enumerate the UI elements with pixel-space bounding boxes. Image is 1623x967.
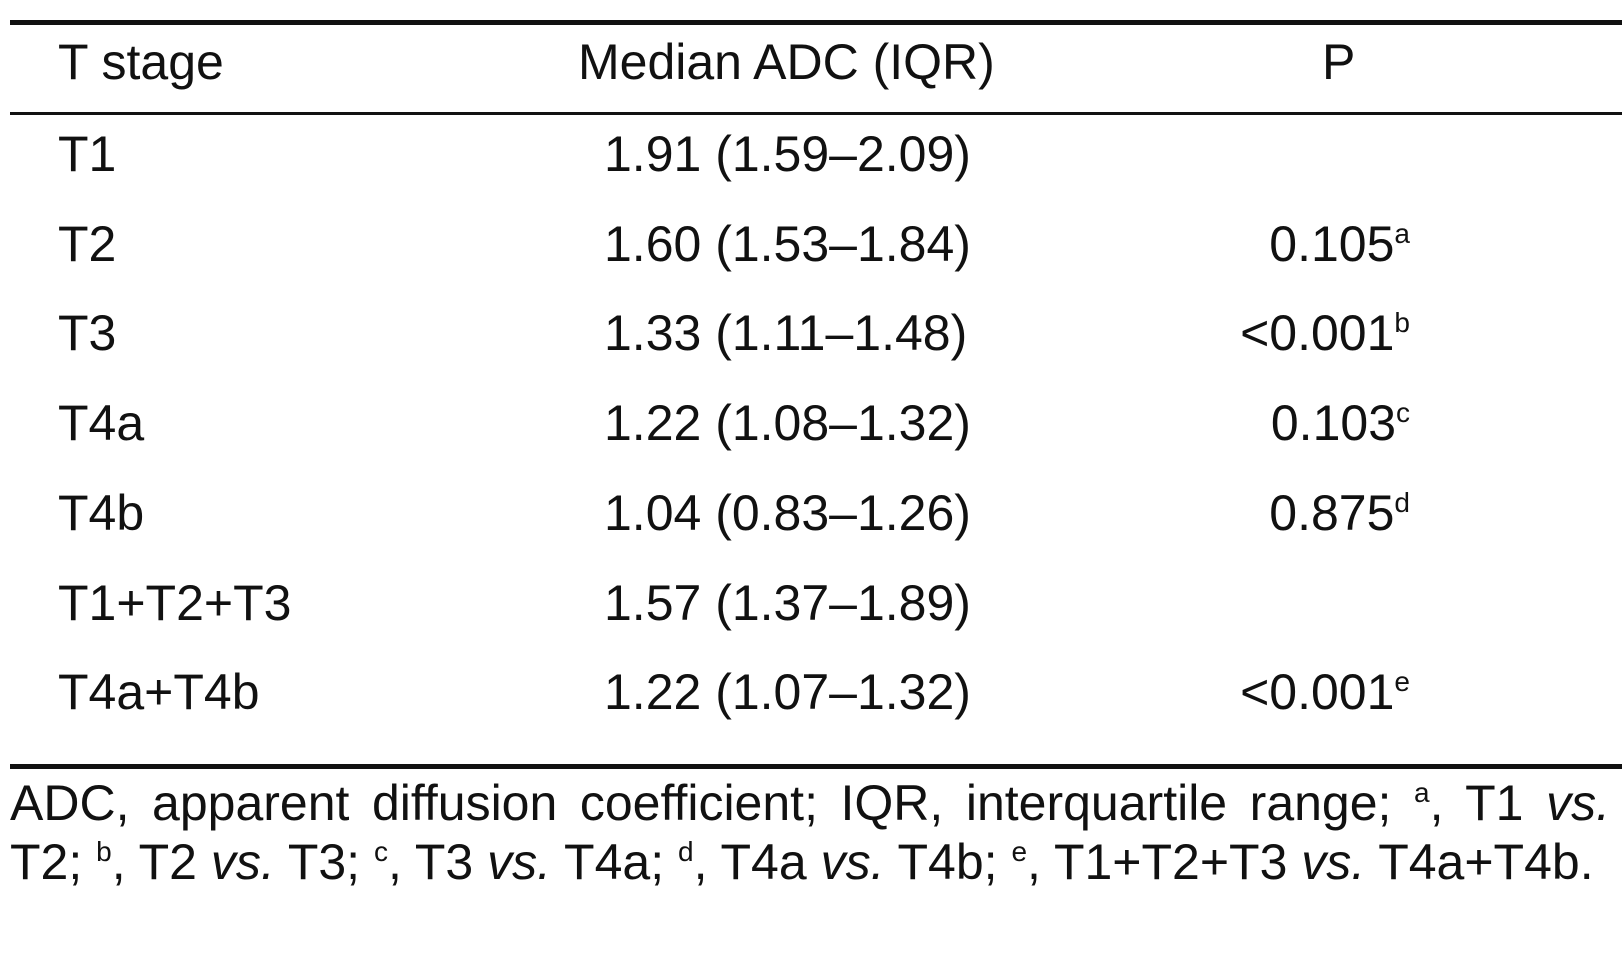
p-value-footnote-mark: b	[1394, 307, 1410, 338]
footnote-mark: c	[373, 836, 388, 867]
p-value-text: <0.001	[1240, 664, 1395, 720]
footnote-vs: vs.	[210, 834, 275, 890]
footnote-comparison-left: T1	[1465, 775, 1524, 831]
footnote-comparison-left: T1+T2+T3	[1053, 834, 1288, 890]
footnote-vs: vs.	[1546, 775, 1610, 831]
footnote-comparison-right: T4a	[564, 834, 651, 890]
p-value-text: 0.105	[1269, 216, 1395, 272]
p-value-footnote-mark: a	[1394, 218, 1410, 249]
header-median-adc: Median ADC (IQR)	[578, 34, 995, 90]
cell-median-adc: 1.60 (1.53–1.84)	[604, 216, 971, 272]
footnote-comparison-right: T2	[10, 834, 69, 890]
cell-t-stage: T1+T2+T3	[58, 575, 292, 631]
cell-t-stage: T4a+T4b	[58, 664, 260, 720]
footnote-comparison-left: T4a	[720, 834, 807, 890]
footnote-mark: a	[1414, 777, 1430, 808]
cell-t-stage: T1	[58, 126, 117, 182]
cell-median-adc: 1.22 (1.07–1.32)	[604, 664, 971, 720]
table-bottom-rule	[10, 764, 1622, 769]
p-value-text: <0.001	[1240, 305, 1395, 361]
footnote-items: a, T1 vs. T2; b, T2 vs. T3; c, T3 vs. T4…	[10, 775, 1610, 890]
footnote-vs: vs.	[487, 834, 552, 890]
cell-median-adc: 1.22 (1.08–1.32)	[604, 395, 971, 451]
cell-p-value: <0.001b	[1240, 305, 1410, 361]
footnote-vs: vs.	[1301, 834, 1366, 890]
cell-p-value: <0.001e	[1240, 664, 1410, 720]
cell-t-stage: T4b	[58, 485, 145, 541]
footnote-comparison-right: T4b	[897, 834, 984, 890]
cell-median-adc: 1.33 (1.11–1.48)	[604, 305, 968, 361]
cell-p-value: 0.875d	[1269, 485, 1410, 541]
cell-p-value: 0.105a	[1269, 216, 1410, 272]
footnote-comparison-left: T3	[414, 834, 474, 890]
footnote-mark: d	[678, 836, 694, 867]
cell-median-adc: 1.04 (0.83–1.26)	[604, 485, 971, 541]
cell-median-adc: 1.91 (1.59–2.09)	[604, 126, 971, 182]
cell-t-stage: T2	[58, 216, 117, 272]
p-value-footnote-mark: d	[1394, 487, 1410, 518]
footnote-comparison-right: T3	[287, 834, 347, 890]
table-header-rule	[10, 112, 1622, 115]
footnote-abbreviations: ADC, apparent diffusion coefficient; IQR…	[10, 775, 1392, 831]
cell-t-stage: T3	[58, 305, 117, 361]
p-value-text: 0.103	[1270, 395, 1396, 451]
p-value-footnote-mark: c	[1396, 397, 1410, 428]
p-value-text: 0.875	[1269, 485, 1395, 541]
p-value-footnote-mark: e	[1394, 666, 1410, 697]
footnote-comparison-left: T2	[138, 834, 197, 890]
table-top-rule	[10, 20, 1622, 25]
cell-p-value: 0.103c	[1271, 395, 1410, 451]
cell-t-stage: T4a	[58, 395, 145, 451]
footnote-vs: vs.	[820, 834, 885, 890]
header-p: P	[1322, 34, 1356, 90]
footnote-comparison-right: T4a+T4b	[1378, 834, 1580, 890]
footnote-mark: b	[96, 836, 112, 867]
footnote-mark: e	[1011, 836, 1028, 867]
cell-median-adc: 1.57 (1.37–1.89)	[604, 575, 971, 631]
table-footnote: ADC, apparent diffusion coefficient; IQR…	[10, 774, 1610, 892]
header-t-stage: T stage	[58, 34, 224, 90]
